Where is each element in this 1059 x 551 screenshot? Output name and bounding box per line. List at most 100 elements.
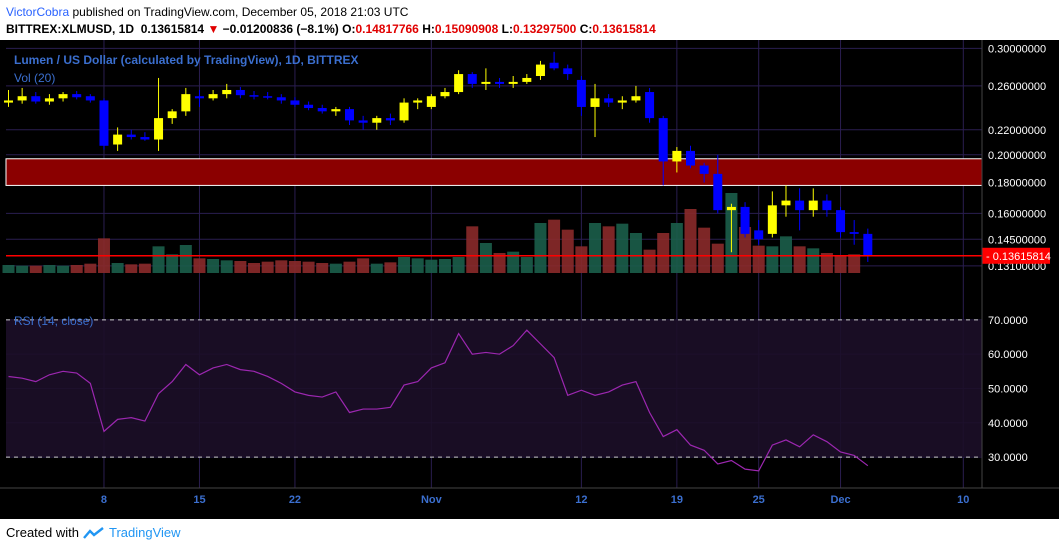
volume-bar bbox=[343, 261, 356, 273]
volume-bar bbox=[548, 219, 561, 273]
candle-body bbox=[276, 97, 286, 101]
change-value: −0.01200836 (−8.1%) bbox=[222, 22, 339, 36]
candle-body bbox=[454, 74, 464, 93]
candle-body bbox=[167, 111, 177, 119]
volume-bar bbox=[766, 246, 779, 273]
candle-body bbox=[399, 102, 409, 121]
volume-bar bbox=[711, 243, 724, 273]
candle-body bbox=[576, 79, 586, 107]
candle-body bbox=[754, 230, 764, 240]
volume-bar bbox=[138, 263, 151, 273]
candle-body bbox=[413, 100, 423, 103]
candle-body bbox=[767, 205, 777, 234]
x-tick-label: 15 bbox=[193, 494, 205, 506]
volume-bar bbox=[834, 255, 847, 273]
x-tick-label: Nov bbox=[421, 494, 443, 506]
candle-body bbox=[699, 165, 709, 174]
candle-body bbox=[508, 81, 518, 84]
volume-bar bbox=[16, 265, 29, 273]
candle-body bbox=[617, 100, 627, 103]
rsi-band bbox=[6, 319, 982, 458]
candle-body bbox=[140, 137, 150, 140]
volume-bar bbox=[602, 226, 615, 273]
volume-bar bbox=[438, 259, 451, 273]
candle-body bbox=[17, 96, 27, 101]
volume-bar bbox=[616, 223, 629, 273]
candle-body bbox=[726, 206, 736, 211]
volume-bar bbox=[779, 236, 792, 273]
volume-bar bbox=[807, 248, 820, 273]
open-label: O: bbox=[342, 22, 356, 36]
volume-bar bbox=[207, 259, 220, 273]
candle-body bbox=[331, 109, 341, 112]
candle-body bbox=[822, 200, 832, 211]
candle-body bbox=[836, 210, 846, 233]
rsi-tick-label: 70.0000 bbox=[988, 315, 1028, 327]
volume-bar bbox=[288, 261, 301, 273]
open-value: 0.14817766 bbox=[355, 22, 419, 36]
candle-body bbox=[345, 109, 354, 121]
candle-body bbox=[495, 81, 505, 84]
volume-bar bbox=[629, 233, 642, 273]
candle-body bbox=[849, 232, 859, 234]
author-name[interactable]: VictorCobra bbox=[6, 5, 70, 19]
candle-body bbox=[222, 89, 232, 95]
candle-body bbox=[99, 100, 109, 146]
candle-body bbox=[126, 134, 136, 138]
candle-body bbox=[631, 96, 641, 101]
volume-label: Vol (20) bbox=[14, 71, 55, 85]
candle-body bbox=[317, 108, 327, 112]
quote-line: BITTREX:XLMUSD, 1D 0.13615814 ▼ −0.01200… bbox=[6, 22, 656, 36]
high-label: H: bbox=[422, 22, 435, 36]
rsi-label: RSI (14, close) bbox=[14, 314, 93, 328]
price-tick-label: 0.20000000 bbox=[988, 150, 1046, 162]
footer: Created with TradingView bbox=[6, 525, 181, 540]
volume-bar bbox=[2, 265, 15, 273]
volume-bar bbox=[370, 263, 383, 273]
candle-body bbox=[113, 134, 123, 145]
candle-body bbox=[481, 81, 491, 84]
low-label: L: bbox=[501, 22, 513, 36]
candle-body bbox=[58, 94, 68, 99]
axes: 8 15 22 Nov 12 19 25 Dec 10 0.30000000 0.26000000 0… bbox=[0, 40, 1059, 506]
volume-bar bbox=[261, 261, 274, 273]
volume-bar bbox=[70, 265, 83, 273]
price-tick-label: 0.13100000 bbox=[988, 261, 1046, 273]
trading-chart[interactable]: 8 15 22 Nov 12 19 25 Dec 10 0.30000000 0.26000000 0… bbox=[0, 40, 1059, 519]
current-price-label: - 0.13615814 bbox=[986, 251, 1051, 263]
volume-bar bbox=[820, 253, 833, 273]
volume-bar bbox=[57, 265, 70, 273]
published-text: published on TradingView.com, December 0… bbox=[72, 5, 409, 19]
tradingview-link[interactable]: TradingView bbox=[108, 525, 181, 540]
rsi-tick-label: 60.0000 bbox=[988, 349, 1028, 361]
candle-body bbox=[590, 98, 600, 107]
candle-body bbox=[440, 92, 450, 97]
last-price: 0.13615814 bbox=[140, 22, 205, 36]
volume-bar bbox=[479, 243, 492, 273]
volume-bar bbox=[534, 223, 547, 273]
created-with-text: Created with bbox=[6, 525, 79, 540]
volume-bar bbox=[670, 223, 683, 273]
volume-bar bbox=[452, 257, 465, 273]
volume-bar bbox=[357, 258, 370, 273]
candle-body bbox=[85, 96, 95, 101]
high-value: 0.15090908 bbox=[434, 22, 499, 36]
volume-bar bbox=[220, 260, 233, 273]
candle-body bbox=[426, 96, 436, 107]
candle-body bbox=[686, 150, 695, 166]
low-value: 0.13297500 bbox=[512, 22, 577, 36]
volume-bar bbox=[111, 263, 124, 273]
volume-bar bbox=[234, 261, 247, 273]
candle-body bbox=[549, 62, 559, 69]
rsi-line bbox=[8, 329, 869, 472]
current-price-tag bbox=[982, 247, 1050, 264]
candle-body bbox=[713, 173, 723, 211]
candle-body bbox=[385, 118, 395, 121]
candle-body bbox=[658, 118, 668, 162]
down-arrow-icon: ▼ bbox=[207, 22, 220, 36]
price-tick-label: 0.16000000 bbox=[988, 208, 1046, 220]
volume-bar bbox=[698, 227, 711, 273]
volume-bar bbox=[425, 259, 438, 273]
rsi-tick-label: 30.0000 bbox=[988, 452, 1028, 464]
candle-body bbox=[263, 96, 273, 98]
